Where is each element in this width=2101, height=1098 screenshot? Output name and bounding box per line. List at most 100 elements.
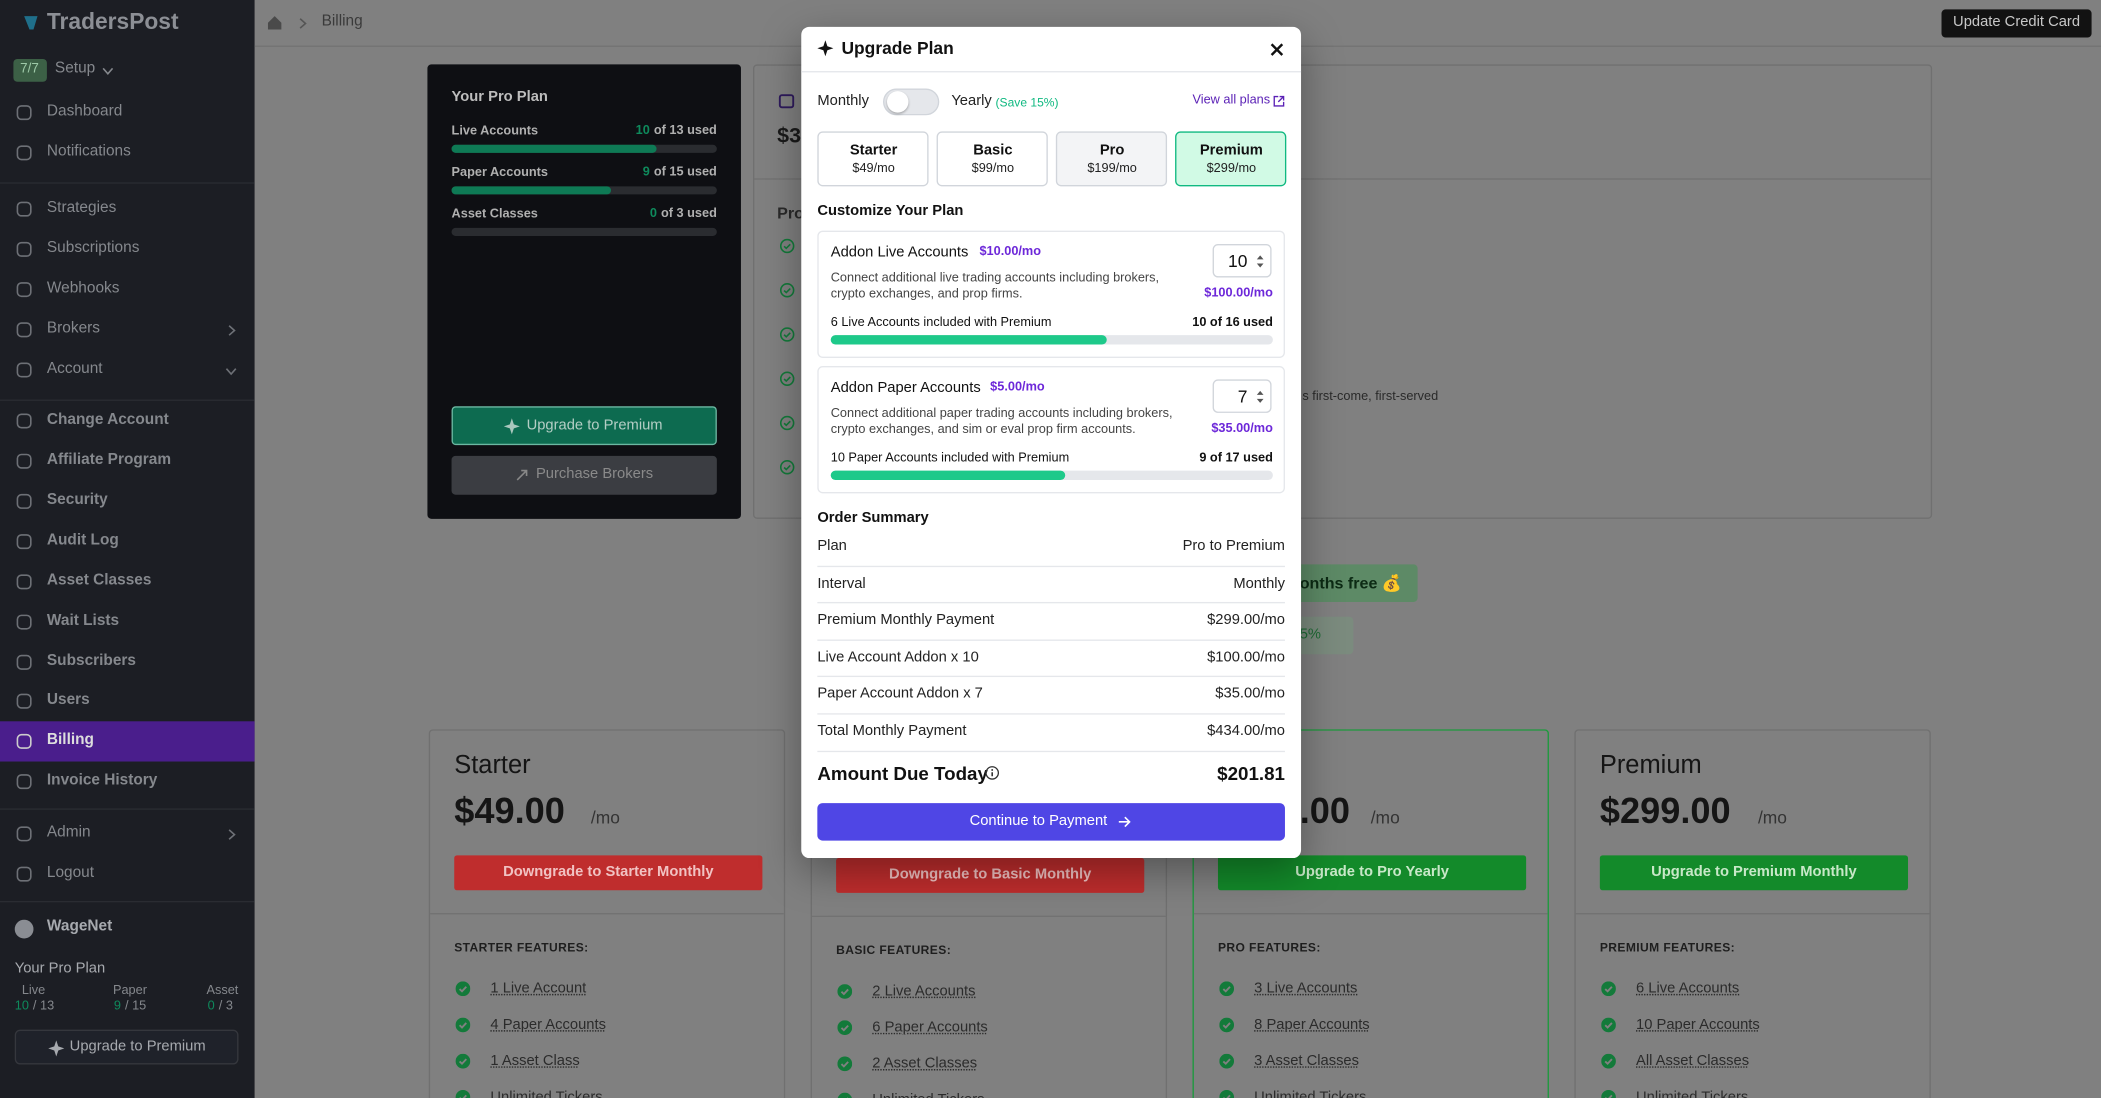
pricing-card: .00/mo Upgrade to Pro Yearly PRO FEATURES:… <box>1192 729 1549 1098</box>
quantity-input[interactable]: 7 <box>1212 379 1272 413</box>
feature-check-svg <box>779 238 795 254</box>
nav-icon <box>16 453 32 469</box>
feature-check <box>455 1017 471 1033</box>
feature-check-svg <box>1219 1017 1235 1033</box>
plan-option[interactable]: Basic $99/mo <box>936 131 1048 187</box>
quantity-input[interactable]: 10 <box>1212 244 1272 278</box>
nav-item[interactable]: Admin <box>46 824 91 841</box>
link-icon-svg <box>516 469 528 481</box>
feature: 1 Asset Class <box>490 1052 580 1070</box>
plan-button[interactable]: Upgrade to Pro Yearly <box>1217 855 1527 891</box>
stat-label: Paper <box>112 983 147 998</box>
nav-item[interactable]: Users <box>46 691 90 709</box>
summary-value: $299.00/mo <box>1207 612 1285 629</box>
customize-title: Customize Your Plan <box>817 202 964 220</box>
feature-check-svg <box>779 415 795 431</box>
summary-value: $100.00/mo <box>1207 649 1285 666</box>
sidebar-upgrade-button[interactable]: Upgrade to Premium <box>14 1029 239 1065</box>
quantity-spinner-svg <box>1256 390 1264 403</box>
feature-check <box>1219 1017 1235 1033</box>
nav-icon-svg <box>16 574 32 590</box>
calendar-icon-svg <box>778 94 795 109</box>
summary-divider <box>817 565 1285 567</box>
close-button[interactable] <box>1270 43 1284 56</box>
view-all-plans[interactable]: View all plans <box>1192 92 1271 108</box>
plan-per: /mo <box>1757 807 1787 828</box>
usage-total: of 15 used <box>653 164 717 180</box>
plan-option[interactable]: Starter $49/mo <box>817 131 929 187</box>
nav-item[interactable]: Audit Log <box>46 532 119 549</box>
stat-value: 10/ 13 <box>15 999 54 1014</box>
purchase-text: Purchase Brokers <box>535 465 654 482</box>
divider <box>0 399 255 401</box>
nav-icon <box>16 241 32 257</box>
nav-item[interactable]: Webhooks <box>46 280 120 297</box>
feature-check-svg <box>455 1017 471 1033</box>
usage-value: 9 of 15 used <box>643 165 717 180</box>
nav-item[interactable]: Subscriptions <box>46 240 140 257</box>
feature-check-svg <box>837 1092 852 1098</box>
summary-value: Monthly <box>1233 575 1285 592</box>
update-card-button[interactable]: Update Credit Card <box>1941 9 2092 38</box>
nav-icon-svg <box>16 774 32 790</box>
nav-item[interactable]: Change Account <box>46 411 169 428</box>
continue-button[interactable]: Continue to Payment <box>817 803 1285 841</box>
nav-icon <box>16 493 32 509</box>
plan-button[interactable]: Upgrade to Premium Monthly <box>1599 855 1909 891</box>
nav-icon <box>16 826 32 842</box>
plan-option-name: Basic <box>973 142 1013 159</box>
discount-fragment: 5% <box>1299 626 1322 643</box>
nav-item[interactable]: Dashboard <box>46 103 123 120</box>
feature-check <box>455 981 471 997</box>
nav-item[interactable]: Subscribers <box>46 653 136 670</box>
nav-item[interactable]: Asset Classes <box>46 572 152 589</box>
nav-chevron <box>225 366 237 377</box>
plan-button[interactable]: Downgrade to Starter Monthly <box>454 855 763 891</box>
nav-item[interactable]: Account <box>46 360 103 377</box>
feature-check-svg <box>779 283 795 298</box>
nav-item[interactable]: Wait Lists <box>46 612 120 629</box>
addon-description: Connect additional live trading accounts… <box>830 270 1160 302</box>
stat-used: 10 <box>14 998 29 1014</box>
plan-option[interactable]: Premium $299/mo <box>1175 131 1287 187</box>
nav-item[interactable]: Logout <box>46 864 95 881</box>
summary-value: Pro to Premium <box>1182 538 1285 555</box>
feature-check-svg <box>1601 1017 1616 1033</box>
nav-item[interactable]: Strategies <box>46 199 117 216</box>
nav-item[interactable]: Security <box>46 492 108 509</box>
feature-check <box>1601 1017 1616 1033</box>
interval-toggle[interactable] <box>882 88 940 116</box>
feature-check-svg <box>1219 1089 1235 1098</box>
plan-card: Your Pro Plan Live Accounts 10 of 13 used Pa… <box>427 64 741 519</box>
plan-divider <box>1193 913 1548 915</box>
star-icon-svg <box>48 1040 65 1057</box>
feature-check-svg <box>779 371 795 386</box>
stat-total: / 3 <box>218 998 233 1014</box>
nav-item[interactable]: Brokers <box>46 320 100 337</box>
plan-button[interactable]: Downgrade to Basic Monthly <box>836 858 1145 893</box>
summary-divider <box>817 676 1285 678</box>
feature: 3 Live Accounts <box>1254 980 1358 997</box>
plan-option[interactable]: Pro $199/mo <box>1055 131 1168 187</box>
nav-item[interactable]: Affiliate Program <box>46 451 172 469</box>
purchase-button[interactable]: Purchase Brokers <box>451 455 717 495</box>
setup-chevron-svg <box>102 67 114 75</box>
nav-active-bg <box>0 721 255 762</box>
summary-label: Plan <box>817 538 847 555</box>
nav-item[interactable]: Invoice History <box>46 772 158 789</box>
features-title: PREMIUM FEATURES: <box>1599 940 1736 955</box>
breadcrumb: Billing <box>321 13 363 30</box>
summary-divider <box>817 713 1285 715</box>
addon-box: Addon Live Accounts $10.00/mo Connect addi… <box>817 230 1285 358</box>
nav-icon <box>16 866 32 882</box>
summary-divider <box>817 602 1285 604</box>
nav-chevron-svg <box>225 368 237 376</box>
nav-icon-svg <box>16 362 32 378</box>
nav-item[interactable]: Notifications <box>46 143 131 160</box>
plan-price: $299.00 <box>1599 790 1731 831</box>
setup[interactable]: Setup <box>54 60 96 77</box>
feature-check-svg <box>779 327 795 342</box>
nav-item[interactable]: Billing <box>46 732 94 749</box>
plan-upgrade-button[interactable]: Upgrade to Premium <box>451 406 717 446</box>
external-icon <box>1273 95 1285 107</box>
